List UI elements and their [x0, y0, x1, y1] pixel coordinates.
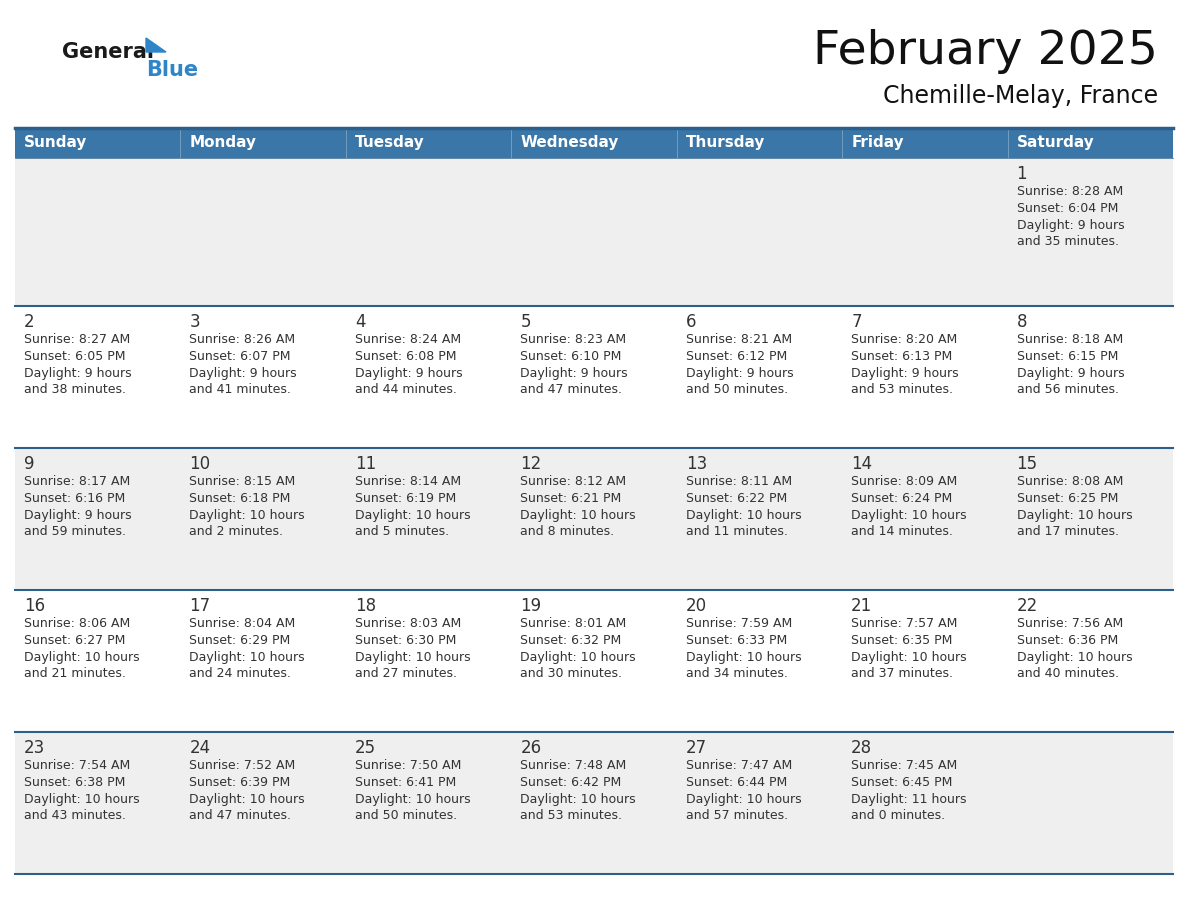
Text: Sunrise: 8:20 AM
Sunset: 6:13 PM
Daylight: 9 hours
and 53 minutes.: Sunrise: 8:20 AM Sunset: 6:13 PM Dayligh…	[851, 333, 959, 397]
Text: Sunrise: 8:03 AM
Sunset: 6:30 PM
Daylight: 10 hours
and 27 minutes.: Sunrise: 8:03 AM Sunset: 6:30 PM Dayligh…	[355, 617, 470, 680]
Bar	[15, 158, 1173, 306]
Text: Sunrise: 8:15 AM
Sunset: 6:18 PM
Daylight: 10 hours
and 2 minutes.: Sunrise: 8:15 AM Sunset: 6:18 PM Dayligh…	[189, 475, 305, 538]
Text: Saturday: Saturday	[1017, 136, 1094, 151]
Text: 20: 20	[685, 597, 707, 615]
Text: Sunrise: 8:17 AM
Sunset: 6:16 PM
Daylight: 9 hours
and 59 minutes.: Sunrise: 8:17 AM Sunset: 6:16 PM Dayligh…	[24, 475, 132, 538]
Text: 19: 19	[520, 597, 542, 615]
Text: Sunrise: 8:11 AM
Sunset: 6:22 PM
Daylight: 10 hours
and 11 minutes.: Sunrise: 8:11 AM Sunset: 6:22 PM Dayligh…	[685, 475, 802, 538]
Text: 13: 13	[685, 455, 707, 473]
Text: Sunrise: 7:48 AM
Sunset: 6:42 PM
Daylight: 10 hours
and 53 minutes.: Sunrise: 7:48 AM Sunset: 6:42 PM Dayligh…	[520, 759, 636, 823]
Text: Sunrise: 8:14 AM
Sunset: 6:19 PM
Daylight: 10 hours
and 5 minutes.: Sunrise: 8:14 AM Sunset: 6:19 PM Dayligh…	[355, 475, 470, 538]
Text: 16: 16	[24, 597, 45, 615]
Text: Sunrise: 7:57 AM
Sunset: 6:35 PM
Daylight: 10 hours
and 37 minutes.: Sunrise: 7:57 AM Sunset: 6:35 PM Dayligh…	[851, 617, 967, 680]
Text: Sunrise: 8:28 AM
Sunset: 6:04 PM
Daylight: 9 hours
and 35 minutes.: Sunrise: 8:28 AM Sunset: 6:04 PM Dayligh…	[1017, 185, 1124, 249]
Text: 27: 27	[685, 739, 707, 757]
Text: 9: 9	[24, 455, 34, 473]
Text: 12: 12	[520, 455, 542, 473]
Text: Sunday: Sunday	[24, 136, 88, 151]
Text: Wednesday: Wednesday	[520, 136, 619, 151]
Bar	[15, 590, 1173, 732]
Text: Chemille-Melay, France: Chemille-Melay, France	[883, 84, 1158, 108]
Text: Sunrise: 8:04 AM
Sunset: 6:29 PM
Daylight: 10 hours
and 24 minutes.: Sunrise: 8:04 AM Sunset: 6:29 PM Dayligh…	[189, 617, 305, 680]
Text: General: General	[62, 42, 154, 62]
Text: Sunrise: 7:52 AM
Sunset: 6:39 PM
Daylight: 10 hours
and 47 minutes.: Sunrise: 7:52 AM Sunset: 6:39 PM Dayligh…	[189, 759, 305, 823]
Text: Sunrise: 8:01 AM
Sunset: 6:32 PM
Daylight: 10 hours
and 30 minutes.: Sunrise: 8:01 AM Sunset: 6:32 PM Dayligh…	[520, 617, 636, 680]
Text: 24: 24	[189, 739, 210, 757]
Text: Sunrise: 8:21 AM
Sunset: 6:12 PM
Daylight: 9 hours
and 50 minutes.: Sunrise: 8:21 AM Sunset: 6:12 PM Dayligh…	[685, 333, 794, 397]
Text: 10: 10	[189, 455, 210, 473]
Text: 6: 6	[685, 313, 696, 331]
Text: 7: 7	[851, 313, 861, 331]
Bar	[15, 448, 1173, 590]
Text: Friday: Friday	[851, 136, 904, 151]
Text: 1: 1	[1017, 165, 1028, 183]
Text: Sunrise: 8:27 AM
Sunset: 6:05 PM
Daylight: 9 hours
and 38 minutes.: Sunrise: 8:27 AM Sunset: 6:05 PM Dayligh…	[24, 333, 132, 397]
Bar	[15, 306, 1173, 448]
Text: February 2025: February 2025	[813, 29, 1158, 74]
Text: Sunrise: 8:12 AM
Sunset: 6:21 PM
Daylight: 10 hours
and 8 minutes.: Sunrise: 8:12 AM Sunset: 6:21 PM Dayligh…	[520, 475, 636, 538]
Text: 22: 22	[1017, 597, 1038, 615]
Bar	[15, 128, 1173, 158]
Text: Sunrise: 8:06 AM
Sunset: 6:27 PM
Daylight: 10 hours
and 21 minutes.: Sunrise: 8:06 AM Sunset: 6:27 PM Dayligh…	[24, 617, 140, 680]
Text: 15: 15	[1017, 455, 1037, 473]
Text: Sunrise: 7:45 AM
Sunset: 6:45 PM
Daylight: 11 hours
and 0 minutes.: Sunrise: 7:45 AM Sunset: 6:45 PM Dayligh…	[851, 759, 967, 823]
Text: 18: 18	[355, 597, 375, 615]
Text: 17: 17	[189, 597, 210, 615]
Text: 2: 2	[24, 313, 34, 331]
Text: 3: 3	[189, 313, 200, 331]
Bar	[15, 732, 1173, 874]
Text: Sunrise: 7:50 AM
Sunset: 6:41 PM
Daylight: 10 hours
and 50 minutes.: Sunrise: 7:50 AM Sunset: 6:41 PM Dayligh…	[355, 759, 470, 823]
Text: Sunrise: 7:59 AM
Sunset: 6:33 PM
Daylight: 10 hours
and 34 minutes.: Sunrise: 7:59 AM Sunset: 6:33 PM Dayligh…	[685, 617, 802, 680]
Text: 28: 28	[851, 739, 872, 757]
Text: Tuesday: Tuesday	[355, 136, 424, 151]
Text: Sunrise: 7:56 AM
Sunset: 6:36 PM
Daylight: 10 hours
and 40 minutes.: Sunrise: 7:56 AM Sunset: 6:36 PM Dayligh…	[1017, 617, 1132, 680]
Text: Sunrise: 8:24 AM
Sunset: 6:08 PM
Daylight: 9 hours
and 44 minutes.: Sunrise: 8:24 AM Sunset: 6:08 PM Dayligh…	[355, 333, 462, 397]
Text: Monday: Monday	[189, 136, 257, 151]
Text: Sunrise: 8:09 AM
Sunset: 6:24 PM
Daylight: 10 hours
and 14 minutes.: Sunrise: 8:09 AM Sunset: 6:24 PM Dayligh…	[851, 475, 967, 538]
Text: Thursday: Thursday	[685, 136, 765, 151]
Text: 26: 26	[520, 739, 542, 757]
Text: Sunrise: 8:26 AM
Sunset: 6:07 PM
Daylight: 9 hours
and 41 minutes.: Sunrise: 8:26 AM Sunset: 6:07 PM Dayligh…	[189, 333, 297, 397]
Text: Sunrise: 8:08 AM
Sunset: 6:25 PM
Daylight: 10 hours
and 17 minutes.: Sunrise: 8:08 AM Sunset: 6:25 PM Dayligh…	[1017, 475, 1132, 538]
Text: 14: 14	[851, 455, 872, 473]
Text: Sunrise: 8:23 AM
Sunset: 6:10 PM
Daylight: 9 hours
and 47 minutes.: Sunrise: 8:23 AM Sunset: 6:10 PM Dayligh…	[520, 333, 628, 397]
Text: 11: 11	[355, 455, 377, 473]
Text: 21: 21	[851, 597, 872, 615]
Text: Blue: Blue	[146, 60, 198, 80]
Text: 5: 5	[520, 313, 531, 331]
Text: Sunrise: 8:18 AM
Sunset: 6:15 PM
Daylight: 9 hours
and 56 minutes.: Sunrise: 8:18 AM Sunset: 6:15 PM Dayligh…	[1017, 333, 1124, 397]
Text: Sunrise: 7:47 AM
Sunset: 6:44 PM
Daylight: 10 hours
and 57 minutes.: Sunrise: 7:47 AM Sunset: 6:44 PM Dayligh…	[685, 759, 802, 823]
Text: 4: 4	[355, 313, 366, 331]
Polygon shape	[146, 38, 166, 52]
Text: 23: 23	[24, 739, 45, 757]
Text: 8: 8	[1017, 313, 1028, 331]
Text: 25: 25	[355, 739, 375, 757]
Text: Sunrise: 7:54 AM
Sunset: 6:38 PM
Daylight: 10 hours
and 43 minutes.: Sunrise: 7:54 AM Sunset: 6:38 PM Dayligh…	[24, 759, 140, 823]
